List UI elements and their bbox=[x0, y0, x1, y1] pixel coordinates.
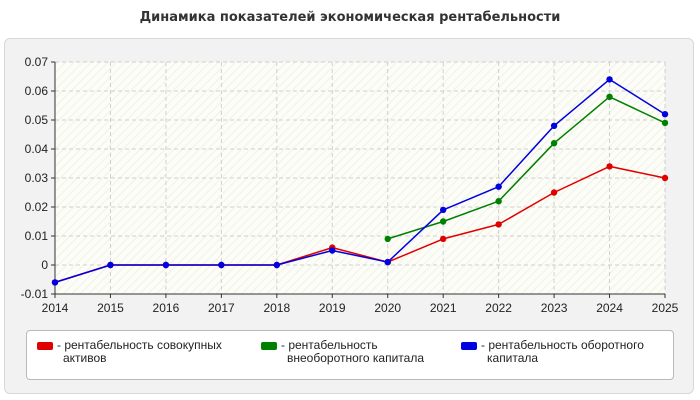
legend-swatch-red bbox=[37, 342, 53, 350]
legend-item-working-capital[interactable]: - рентабельность оборотного капитала bbox=[461, 339, 644, 365]
data-point bbox=[550, 189, 558, 196]
legend-label-line1: - рентабельность совокупных bbox=[57, 338, 222, 352]
data-point bbox=[606, 93, 613, 101]
data-point bbox=[550, 122, 558, 129]
data-point bbox=[439, 218, 447, 225]
x-tick-label: 2021 bbox=[430, 301, 457, 315]
y-tick-label: 0.02 bbox=[25, 200, 49, 214]
chart-title: Динамика показателей экономическая рента… bbox=[139, 10, 561, 25]
tick-labels: -0.01 0 0.01 0.02 0.03 0.04 0.05 0.06 0.07 2014 20… bbox=[21, 55, 679, 315]
data-point bbox=[51, 279, 59, 286]
data-point bbox=[384, 235, 391, 243]
data-point bbox=[162, 261, 170, 269]
data-point bbox=[495, 198, 502, 205]
x-tick-label: 2023 bbox=[541, 301, 568, 315]
legend-label-line1: - рентабельность bbox=[281, 338, 378, 352]
y-tick-label: 0.04 bbox=[25, 142, 49, 156]
legend-label-line2: активов bbox=[63, 351, 107, 365]
data-point bbox=[661, 111, 669, 118]
x-tick-label: 2020 bbox=[374, 301, 401, 315]
series-2 bbox=[51, 76, 669, 286]
data-point bbox=[661, 119, 669, 127]
data-point bbox=[550, 140, 558, 147]
data-point bbox=[107, 261, 114, 269]
x-tick-label: 2018 bbox=[263, 301, 290, 315]
legend-label-line2: капитала bbox=[487, 351, 539, 365]
series-line bbox=[387, 96, 666, 240]
legend-label-line2: внеоборотного капитала bbox=[287, 351, 424, 365]
data-point bbox=[384, 258, 391, 266]
data-point bbox=[495, 221, 502, 228]
data-point bbox=[661, 174, 669, 182]
legend-swatch-blue bbox=[461, 342, 477, 350]
legend: - рентабельность совокупных активов - ре… bbox=[26, 330, 674, 380]
y-tick-label: 0.03 bbox=[25, 171, 49, 185]
data-point bbox=[606, 163, 613, 170]
legend-swatch-green bbox=[261, 342, 277, 350]
y-tick-label: 0.01 bbox=[25, 229, 49, 243]
axes bbox=[51, 61, 666, 298]
series-line bbox=[54, 78, 666, 284]
legend-label-line1: - рентабельность оборотного bbox=[481, 338, 644, 352]
data-point bbox=[439, 206, 447, 214]
y-tick-label: -0.01 bbox=[21, 287, 49, 301]
y-tick-label: 0.05 bbox=[25, 113, 49, 127]
y-tick-label: 0.07 bbox=[25, 55, 49, 69]
x-tick-label: 2016 bbox=[153, 301, 180, 315]
series-lines bbox=[51, 76, 669, 286]
data-point bbox=[495, 183, 502, 190]
x-tick-label: 2015 bbox=[97, 301, 124, 315]
x-tick-label: 2022 bbox=[485, 301, 512, 315]
series-1 bbox=[384, 93, 669, 243]
legend-item-fixed-capital[interactable]: - рентабельность внеоборотного капитала bbox=[261, 339, 424, 365]
y-tick-label: 0.06 bbox=[25, 84, 49, 98]
x-tick-label: 2019 bbox=[319, 301, 346, 315]
x-tick-label: 2024 bbox=[596, 301, 623, 315]
data-point bbox=[273, 261, 281, 269]
data-point bbox=[439, 235, 447, 243]
data-point bbox=[329, 247, 336, 254]
x-tick-label: 2017 bbox=[208, 301, 235, 315]
x-tick-label: 2014 bbox=[42, 301, 69, 315]
legend-item-total-assets[interactable]: - рентабельность совокупных активов bbox=[37, 339, 222, 365]
data-point bbox=[218, 261, 225, 269]
x-tick-label: 2025 bbox=[652, 301, 679, 315]
data-point bbox=[606, 76, 613, 83]
y-tick-label: 0 bbox=[41, 258, 48, 272]
